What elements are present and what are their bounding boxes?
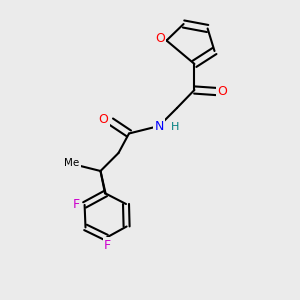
Text: N: N [154, 119, 164, 133]
Text: O: O [218, 85, 227, 98]
Text: F: F [104, 238, 111, 252]
Text: H: H [171, 122, 180, 133]
Text: Me: Me [64, 158, 80, 168]
Text: O: O [99, 112, 108, 126]
Text: O: O [155, 32, 165, 46]
Text: F: F [73, 197, 80, 211]
